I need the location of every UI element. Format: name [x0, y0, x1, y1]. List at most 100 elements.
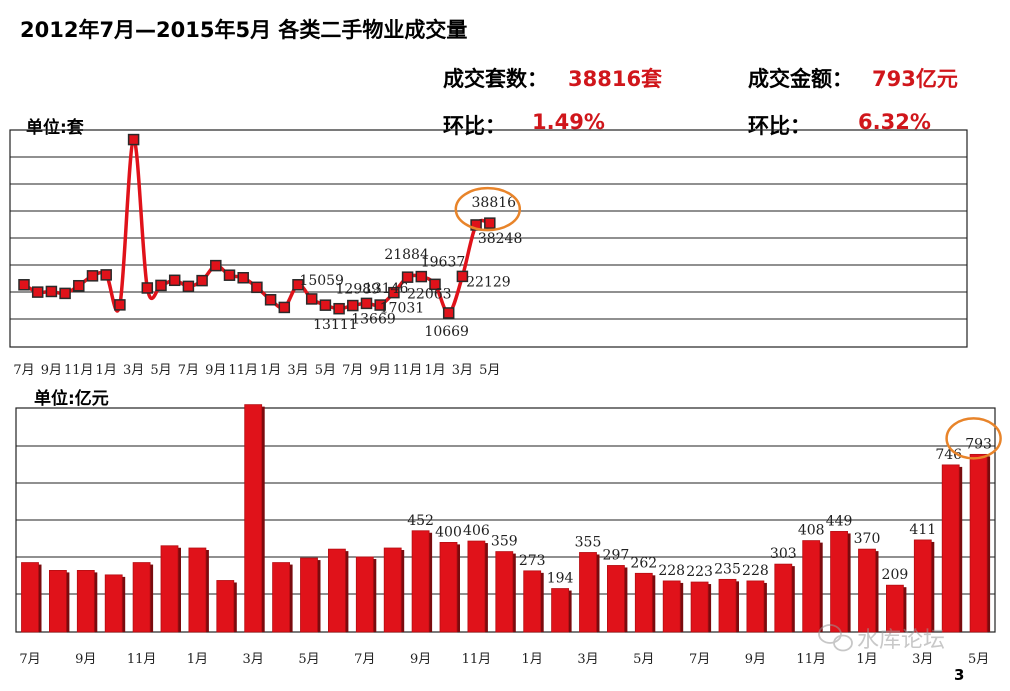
x-tick-label: 3月 [452, 363, 473, 378]
data-label: 273 [519, 553, 546, 569]
x-tick-label: 1月 [260, 363, 281, 378]
data-label: 22129 [466, 274, 511, 290]
data-point [278, 301, 291, 314]
data-point [319, 299, 332, 311]
x-tick-label: 9月 [410, 652, 431, 667]
data-label: 38248 [478, 231, 523, 247]
bar [327, 548, 346, 633]
x-tick-label: 7月 [354, 652, 375, 667]
bar [104, 574, 123, 633]
bar [746, 580, 765, 633]
data-label: 13146 [364, 281, 409, 297]
data-label: 452 [407, 513, 434, 529]
mom-label-count: 环比： [443, 114, 506, 138]
data-point [86, 270, 99, 282]
x-tick-label: 9月 [75, 652, 96, 667]
bar [49, 570, 67, 633]
data-label: 10669 [424, 324, 469, 340]
data-label: 359 [491, 534, 518, 550]
data-point [456, 270, 469, 283]
bar [76, 570, 95, 633]
bar [467, 540, 486, 633]
bar [244, 404, 263, 633]
amount-label: 成交金额： [748, 67, 853, 91]
bar [802, 540, 821, 633]
data-point [237, 272, 249, 284]
data-point [210, 259, 222, 272]
count-value: 38816套 [568, 67, 663, 91]
data-label: 228 [742, 563, 769, 579]
x-tick-label: 5月 [479, 363, 500, 378]
bar [188, 547, 207, 633]
x-tick-label: 11月 [393, 363, 423, 378]
data-label: 408 [798, 523, 825, 539]
x-tick-label: 1月 [856, 652, 877, 667]
bar [272, 562, 291, 633]
x-tick-label: 3月 [912, 652, 933, 667]
x-tick-label: 11月 [462, 652, 492, 667]
bar-chart-unit: 单位:亿元 [34, 389, 109, 409]
highlight-circle [945, 417, 1002, 460]
x-tick-label: 7月 [19, 652, 40, 667]
x-tick-label: 3月 [123, 363, 144, 378]
x-tick-label: 9月 [370, 363, 391, 378]
data-point [333, 302, 345, 315]
data-point [429, 278, 441, 291]
data-point [401, 271, 414, 283]
data-label: 355 [575, 534, 602, 550]
x-tick-label: 9月 [745, 652, 766, 667]
data-label: 303 [770, 546, 797, 562]
data-point [168, 274, 181, 287]
x-tick-label: 3月 [287, 363, 308, 378]
x-tick-label: 11月 [228, 363, 258, 378]
data-label: 406 [463, 523, 490, 539]
data-label: 228 [658, 563, 685, 579]
bar [383, 547, 402, 633]
data-label: 194 [547, 571, 574, 587]
x-tick-label: 3月 [243, 652, 264, 667]
bar [913, 539, 932, 633]
data-label: 13669 [351, 311, 396, 327]
data-point [374, 299, 386, 311]
x-tick-label: 9月 [41, 363, 62, 378]
data-label: 19637 [421, 254, 466, 270]
data-point [141, 282, 154, 294]
data-point [196, 274, 208, 287]
amount-value: 793亿元 [872, 67, 958, 91]
data-label: 262 [630, 555, 657, 571]
x-tick-label: 11月 [796, 652, 826, 667]
x-tick-label: 5月 [315, 363, 336, 378]
data-label: 15059 [299, 273, 344, 289]
x-tick-label: 11月 [64, 363, 94, 378]
data-point [59, 287, 71, 300]
x-tick-label: 7月 [689, 652, 710, 667]
x-tick-label: 5月 [298, 652, 319, 667]
data-label: 449 [826, 513, 853, 529]
x-tick-label: 5月 [633, 652, 654, 667]
data-label: 209 [882, 567, 909, 583]
mom-label-amount: 环比： [748, 114, 811, 138]
data-label: 400 [435, 524, 462, 540]
bar [662, 580, 681, 633]
data-label: 297 [603, 547, 630, 563]
bar [607, 565, 625, 633]
x-tick-label: 7月 [178, 363, 199, 378]
data-point [18, 279, 30, 291]
bar [858, 548, 876, 633]
data-point [114, 299, 126, 311]
bar [634, 572, 653, 633]
data-label: 22063 [407, 287, 452, 303]
bar [132, 562, 151, 633]
bar [439, 542, 458, 633]
data-point [127, 133, 140, 146]
x-tick-label: 1月 [424, 363, 445, 378]
data-point [360, 297, 373, 310]
bar [523, 570, 542, 633]
data-point [484, 217, 496, 229]
data-point [264, 294, 277, 306]
x-tick-label: 9月 [205, 363, 226, 378]
data-label: 13111 [313, 317, 358, 333]
data-point [45, 285, 58, 298]
bar [411, 530, 430, 633]
